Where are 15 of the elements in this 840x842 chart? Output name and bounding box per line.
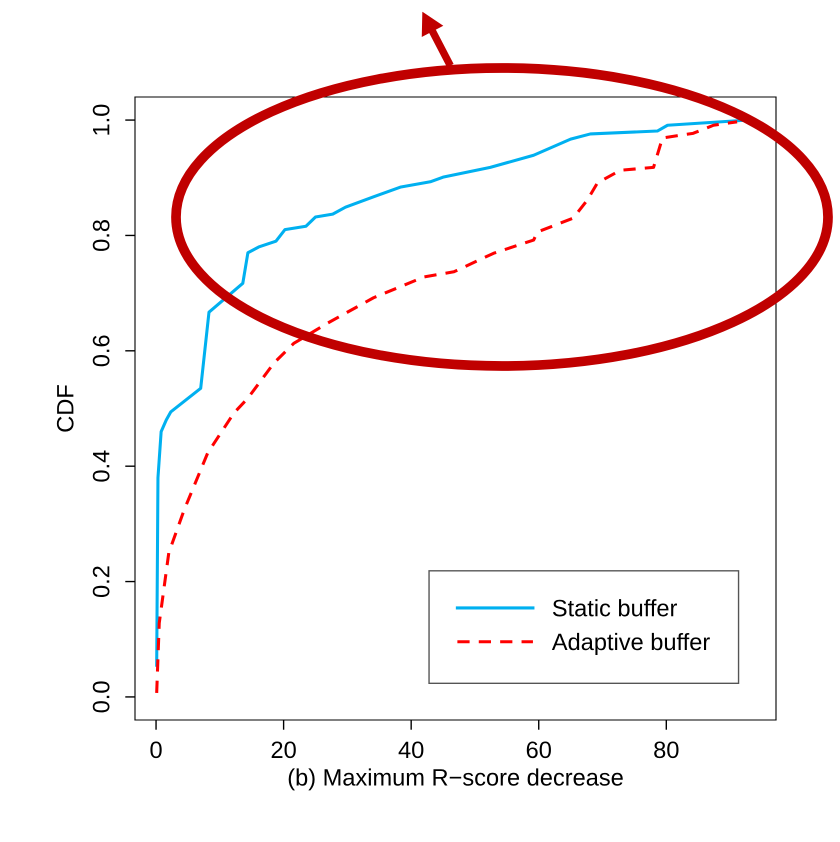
legend-label: Adaptive buffer [552,632,710,655]
y-axis-title: CDF [56,385,74,432]
y-tick-label: 0.4 [92,450,110,482]
y-tick-label: 0.2 [92,566,110,598]
x-tick-label: 80 [654,741,679,758]
legend-label: Static buffer [552,599,678,616]
x-tick-label: 0 [150,741,162,758]
x-axis-title: (b) Maximum R−score decrease [288,768,623,790]
y-tick-label: 1.0 [92,104,110,135]
x-tick-label: 40 [398,741,424,758]
y-tick-label: 0.8 [92,220,110,251]
x-tick-label: 20 [272,741,296,758]
x-tick-label: 60 [526,741,551,758]
y-tick-label: 0.6 [92,335,110,366]
y-tick-label: 0.0 [92,681,110,712]
